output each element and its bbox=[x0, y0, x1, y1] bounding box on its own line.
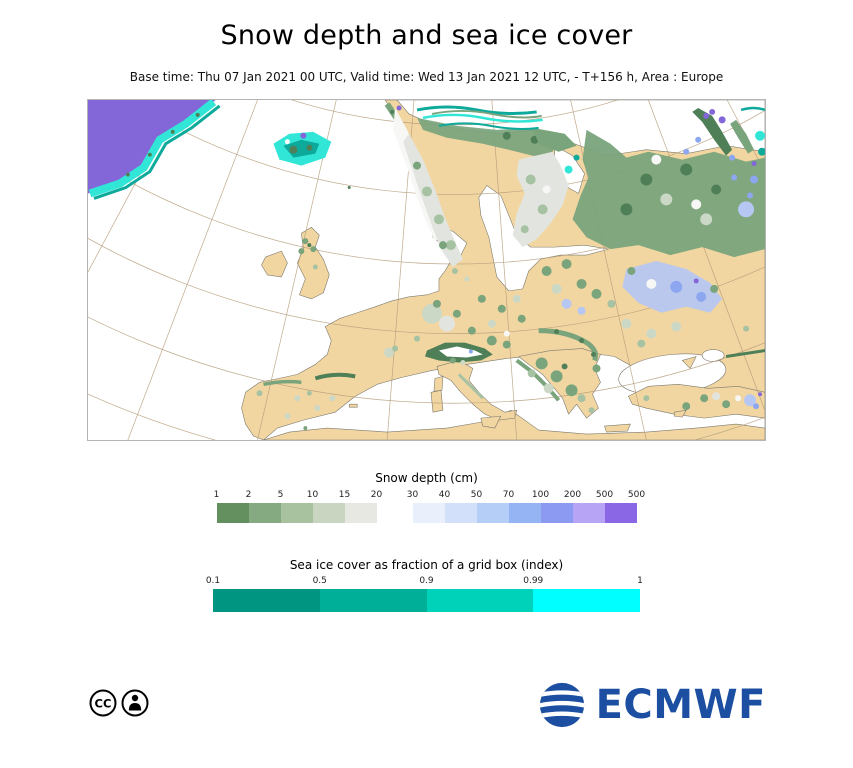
legend-color-segment bbox=[444, 503, 477, 523]
legend-color-segment bbox=[312, 503, 345, 523]
legend-tick-label: 20 bbox=[370, 490, 383, 500]
ecmwf-logo: ECMWF bbox=[537, 680, 766, 730]
snow-legend-colorbar: 1 2 5 10 15 20 30 40 50 70 100 200 500 500 bbox=[0, 490, 853, 523]
legend-tick-label: 40 bbox=[438, 490, 451, 500]
legend-tick-label: 100 bbox=[531, 490, 550, 500]
legend-tick-label: 0.5 bbox=[312, 576, 327, 586]
legend-tick-label: 1 bbox=[213, 490, 220, 500]
snow-legend-title: Snow depth (cm) bbox=[375, 471, 478, 485]
legend-color-segment bbox=[572, 503, 605, 523]
legend-tick-label: 2 bbox=[245, 490, 252, 500]
legend-color-segment bbox=[476, 503, 509, 523]
legend-color-segment bbox=[213, 589, 320, 612]
sea-ice-legend-title: Sea ice cover as fraction of a grid box … bbox=[289, 558, 564, 572]
legend-color-segment bbox=[344, 503, 377, 523]
svg-text:CC: CC bbox=[95, 697, 112, 711]
sea-ice-legend-colorbar: 0.1 0.5 0.9 0.99 1 bbox=[0, 576, 853, 612]
legend-color-segment bbox=[426, 589, 534, 612]
legend-color-segment bbox=[248, 503, 281, 523]
cc-icon: CC bbox=[89, 689, 117, 717]
legend-tick-label: 0.99 bbox=[523, 576, 544, 586]
legend-tick-label: 0.1 bbox=[205, 576, 221, 586]
legend-tick-label: 70 bbox=[502, 490, 515, 500]
snow-depth-layer bbox=[256, 102, 765, 431]
legend-tick-label: 200 bbox=[563, 490, 582, 500]
legend-color-segment bbox=[604, 503, 637, 523]
legend-color-segment bbox=[508, 503, 541, 523]
ecmwf-logo-icon bbox=[539, 682, 584, 728]
legend-tick-label: 500 bbox=[627, 490, 646, 500]
legend-color-segment bbox=[280, 503, 313, 523]
europe-map bbox=[87, 99, 766, 441]
legend-tick-label: 10 bbox=[306, 490, 319, 500]
legend-tick-label: 15 bbox=[338, 490, 351, 500]
legend-tick-label: 1 bbox=[637, 576, 643, 586]
legend-color-segment bbox=[540, 503, 573, 523]
legend-color-segment bbox=[533, 589, 640, 612]
legend-color-segment bbox=[412, 503, 445, 523]
chart-subtitle: Base time: Thu 07 Jan 2021 00 UTC, Valid… bbox=[129, 70, 724, 84]
map-canvas bbox=[88, 100, 765, 440]
ecmwf-logo-text: ECMWF bbox=[595, 682, 766, 728]
cc-license-badge: CC bbox=[88, 688, 152, 722]
legend-tick-label: 0.9 bbox=[419, 576, 434, 586]
legend-color-segment bbox=[216, 503, 249, 523]
attribution-person-icon bbox=[121, 689, 149, 717]
legend-tick-label: 30 bbox=[406, 490, 419, 500]
chart-title: Snow depth and sea ice cover bbox=[220, 20, 633, 51]
sea-ice-layer bbox=[88, 100, 765, 200]
legend-tick-label: 500 bbox=[595, 490, 614, 500]
legend-tick-label: 5 bbox=[277, 490, 284, 500]
legend-tick-label: 50 bbox=[470, 490, 483, 500]
cc-by-icons: CC bbox=[89, 689, 149, 717]
legend-color-segment bbox=[319, 589, 427, 612]
